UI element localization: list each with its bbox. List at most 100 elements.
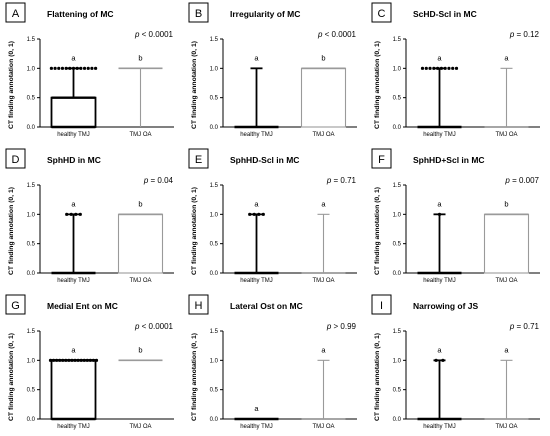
- outlier-point: [434, 358, 438, 362]
- outlier-point: [76, 358, 80, 362]
- panel-letter-box: [188, 294, 209, 315]
- outlier-point: [58, 358, 62, 362]
- panel-letter-box: [371, 2, 392, 23]
- outlier-point: [68, 66, 72, 70]
- y-tick-label: 0.0: [393, 417, 402, 423]
- outlier-point: [51, 358, 56, 362]
- p-value-text: > 0.99: [331, 322, 356, 331]
- panel-d: D SphHD in MC p = 0.04 CT finding annotatio…: [5, 148, 174, 284]
- p-value-symbol: p: [143, 176, 149, 185]
- p-value: p = 0.007: [504, 176, 539, 185]
- y-axis-label: CT finding annotation (0, 1): [8, 41, 15, 129]
- y-tick-label: 0.0: [210, 125, 219, 131]
- significance-letter: a: [437, 199, 442, 208]
- outlier-point: [82, 358, 86, 362]
- panel-letter: D: [12, 154, 20, 166]
- y-tick-label: 0.0: [27, 417, 36, 423]
- p-value: p = 0.12: [509, 30, 540, 39]
- significance-letter: a: [71, 53, 76, 62]
- y-tick-label: 1.5: [27, 329, 36, 335]
- panel-title: Narrowing of JS: [413, 301, 479, 311]
- y-tick-label: 1.5: [210, 37, 219, 43]
- y-tick-label: 1.0: [27, 212, 36, 218]
- p-value: p = 0.71: [326, 176, 357, 185]
- significance-letter: a: [254, 404, 259, 413]
- box-oa: b: [300, 53, 347, 128]
- p-value: p > 0.99: [326, 322, 357, 331]
- y-tick-label: 0.5: [210, 388, 219, 394]
- outlier-point: [441, 358, 445, 362]
- x-category-label: healthy TMJ: [423, 424, 456, 430]
- box-healthy: a: [49, 53, 98, 129]
- x-category-label: healthy TMJ: [57, 424, 90, 430]
- y-tick-label: 1.0: [393, 212, 402, 218]
- significance-letter: a: [504, 53, 509, 62]
- p-value-symbol: p: [134, 30, 140, 39]
- panel-title: Lateral Ost on MC: [230, 301, 303, 311]
- box-iqr: [483, 213, 530, 274]
- significance-letter: b: [321, 53, 325, 62]
- box-healthy: a: [51, 199, 96, 275]
- p-value-text: = 0.12: [514, 30, 539, 39]
- p-value: p < 0.0001: [317, 30, 357, 39]
- outlier-point: [424, 66, 428, 70]
- p-value-symbol: p: [326, 322, 332, 331]
- p-value-text: = 0.71: [331, 176, 356, 185]
- panel-i: I Narrowing of JS p = 0.71 CT finding annot…: [371, 294, 540, 430]
- p-value-symbol: p: [317, 30, 323, 39]
- outlier-point: [454, 66, 459, 70]
- significance-letter: a: [504, 345, 509, 354]
- significance-letter: b: [138, 53, 142, 62]
- x-category-label: healthy TMJ: [57, 278, 90, 284]
- p-value-symbol: p: [326, 176, 332, 185]
- y-axis-label: CT finding annotation (0, 1): [8, 333, 15, 421]
- x-category-label: healthy TMJ: [423, 132, 456, 138]
- panel-letter-box: [371, 294, 392, 315]
- box-iqr: [117, 213, 164, 274]
- outlier-point: [94, 66, 98, 70]
- significance-letter: b: [138, 199, 142, 208]
- outlier-point: [439, 66, 443, 70]
- box-oa: b: [118, 53, 163, 127]
- panel-letter: A: [12, 8, 20, 20]
- box-oa: a: [301, 199, 346, 274]
- box-oa: a: [484, 345, 529, 420]
- significance-letter: a: [254, 199, 259, 208]
- y-tick-label: 1.0: [393, 66, 402, 72]
- outlier-point: [428, 66, 432, 70]
- outlier-point: [79, 358, 83, 362]
- panel-title: Flattening of MC: [47, 9, 114, 19]
- x-category-label: healthy TMJ: [240, 132, 273, 138]
- outlier-point: [257, 212, 261, 216]
- y-tick-label: 0.0: [210, 271, 219, 277]
- box-healthy: a: [234, 404, 279, 421]
- panel-letter-box: [188, 2, 209, 23]
- box-iqr: [50, 359, 97, 420]
- y-tick-label: 1.0: [210, 66, 219, 72]
- panel-title: SphHD-Scl in MC: [230, 155, 299, 165]
- y-axis-label: CT finding annotation (0, 1): [191, 187, 198, 275]
- box-oa: a: [484, 53, 529, 128]
- y-tick-label: 1.0: [27, 358, 36, 364]
- p-value-symbol: p: [504, 176, 510, 185]
- panel-letter: G: [11, 300, 20, 312]
- panel-letter-box: [188, 148, 209, 169]
- outlier-point: [86, 66, 90, 70]
- y-tick-label: 1.5: [27, 183, 36, 189]
- y-tick-label: 0.5: [210, 96, 219, 102]
- p-value-text: = 0.71: [514, 322, 539, 331]
- outlier-point: [78, 212, 82, 216]
- outlier-point: [64, 66, 68, 70]
- outlier-point: [252, 212, 256, 216]
- x-category-label: TMJ OA: [496, 132, 518, 138]
- x-category-label: healthy TMJ: [423, 278, 456, 284]
- y-axis-label: CT finding annotation (0, 1): [191, 41, 198, 129]
- y-tick-label: 1.5: [210, 183, 219, 189]
- panel-title: SphHD+Scl in MC: [413, 155, 485, 165]
- x-category-label: TMJ OA: [496, 424, 518, 430]
- box-oa: b: [117, 199, 164, 274]
- y-axis-label: CT finding annotation (0, 1): [191, 333, 198, 421]
- p-value: p < 0.0001: [134, 30, 174, 39]
- significance-letter: a: [437, 345, 442, 354]
- outlier-point: [48, 358, 53, 362]
